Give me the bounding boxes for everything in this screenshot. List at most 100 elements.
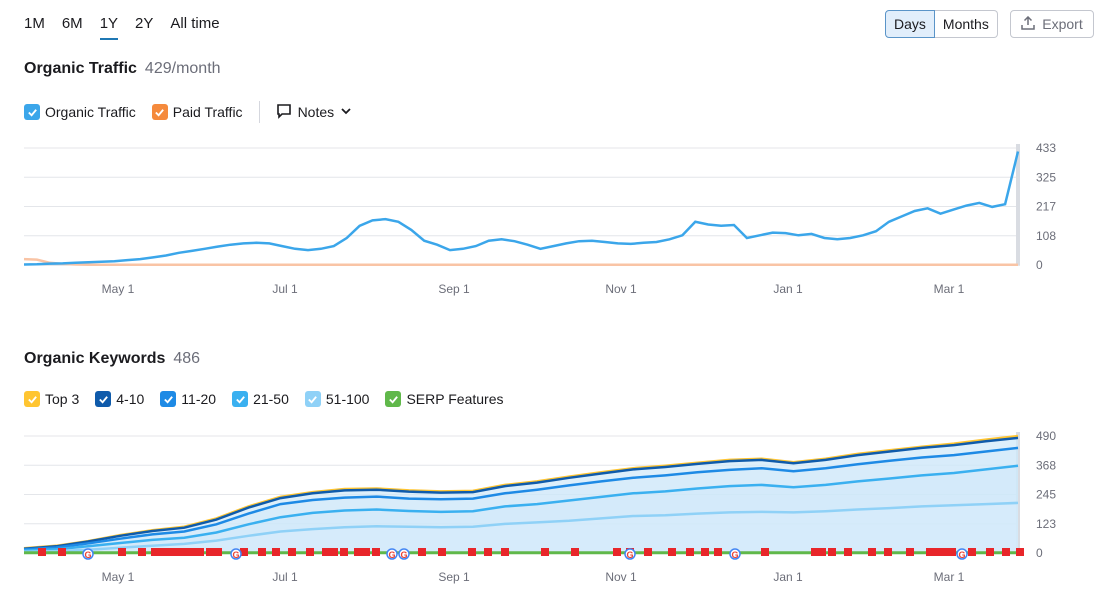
google-update-icon (624, 548, 636, 560)
x-tick-label: Jul 1 (272, 570, 298, 584)
months-toggle-button[interactable]: Months (934, 10, 998, 38)
y-tick-label: 325 (1036, 170, 1056, 184)
checkbox-icon (232, 391, 249, 407)
x-tick-label: May 1 (102, 570, 135, 584)
google-update-icon (82, 548, 94, 560)
event-flag-icon (501, 548, 509, 556)
range-tab-1m[interactable]: 1M (24, 15, 45, 32)
event-flag-icon (868, 548, 876, 556)
event-flag-icon (362, 548, 370, 556)
event-flag-icon (38, 548, 46, 556)
export-label: Export (1042, 16, 1083, 32)
event-flag-icon (926, 548, 934, 556)
organic-traffic-heading: Organic Traffic 429/month (24, 60, 221, 78)
export-button[interactable]: Export (1010, 10, 1094, 38)
legend-21-50[interactable]: 21-50 (232, 391, 289, 407)
event-flag-icon (196, 548, 204, 556)
area-top-3 (24, 436, 1018, 553)
y-tick-label: 108 (1036, 229, 1056, 243)
legend-paid-traffic[interactable]: Paid Traffic (151, 104, 243, 120)
event-flag-icon (1016, 548, 1024, 556)
event-flag-icon (934, 548, 942, 556)
legend-51-100[interactable]: 51-100 (304, 391, 370, 407)
event-flag-icon (714, 548, 722, 556)
google-update-icon (386, 548, 398, 560)
y-tick-label: 368 (1036, 458, 1056, 472)
event-flag-icon (354, 548, 362, 556)
organic-keywords-title: Organic Keywords (24, 350, 166, 367)
area-51-100 (24, 502, 1018, 553)
event-flag-icon (686, 548, 694, 556)
range-tab-2y[interactable]: 2Y (135, 15, 154, 32)
current-date-marker (1016, 144, 1020, 265)
event-flag-icon (468, 548, 476, 556)
google-update-label: G (400, 550, 407, 560)
event-flag-icon (818, 548, 826, 556)
event-flag-icon (668, 548, 676, 556)
event-flag-icon (613, 548, 621, 556)
series-line-21-50 (23, 464, 1019, 552)
y-tick-label: 433 (1036, 141, 1056, 155)
checkbox-icon (95, 391, 112, 407)
event-flag-icon (438, 548, 446, 556)
notes-label: Notes (297, 104, 335, 120)
event-flag-icon (811, 548, 819, 556)
legend-label: Top 3 (45, 391, 80, 407)
notes-dropdown[interactable]: Notes (276, 103, 353, 122)
legend-organic-traffic[interactable]: Organic Traffic (24, 104, 136, 120)
event-flag-icon (761, 548, 769, 556)
event-flag-icon (306, 548, 314, 556)
x-tick-label: Jul 1 (272, 282, 298, 296)
organic-traffic-chart[interactable]: 0 108 217 325 433 May 1 Jul 1 Sep 1 Nov 1 Jan 1 Ma… (0, 140, 1103, 300)
event-flag-icon (322, 548, 330, 556)
event-flag-icon (240, 548, 248, 556)
organic-traffic-value: 429/month (144, 60, 221, 77)
x-tick-label: Sep 1 (438, 570, 470, 584)
event-flag-icon (372, 548, 380, 556)
days-toggle-button[interactable]: Days (885, 10, 935, 38)
legend-serp-features[interactable]: SERP Features (385, 391, 503, 407)
series-line-51-100 (23, 501, 1019, 554)
event-flag-icon (272, 548, 280, 556)
area-21-50 (24, 465, 1018, 553)
legend-label: 51-100 (325, 391, 370, 407)
event-flag-icon (206, 548, 214, 556)
event-flag-icon (118, 548, 126, 556)
google-update-icon (398, 548, 410, 560)
legend-top-3[interactable]: Top 3 (24, 391, 79, 407)
event-flag-icon (330, 548, 338, 556)
series-line-paid-traffic (23, 257, 1018, 266)
google-update-label: G (84, 550, 91, 560)
checkbox-icon (304, 391, 321, 407)
checkbox-icon (151, 104, 168, 120)
legend-11-20[interactable]: 11-20 (160, 391, 216, 407)
event-flag-icon (151, 548, 159, 556)
organic-keywords-value: 486 (173, 350, 201, 367)
event-flag-icon (968, 548, 976, 556)
legend-4-10[interactable]: 4-10 (95, 391, 144, 407)
upload-icon (1021, 15, 1036, 33)
range-tab-all-time[interactable]: All time (170, 15, 220, 32)
event-flag-icon (340, 548, 348, 556)
x-tick-label: Nov 1 (605, 570, 637, 584)
series-line-organic-traffic (23, 151, 1020, 266)
event-flag-icon (541, 548, 549, 556)
organic-keywords-chart[interactable]: 0 123 245 368 490 May 1 Jul 1 Sep 1 Nov 1 Jan 1 Ma… (0, 428, 1103, 588)
event-flag-icon (288, 548, 296, 556)
event-flag-icon (214, 548, 222, 556)
google-update-label: G (958, 550, 965, 560)
legend-label: 4-10 (116, 391, 145, 407)
series-line-4-10 (23, 436, 1019, 550)
range-tab-6m[interactable]: 6M (61, 15, 83, 32)
google-update-label: G (388, 550, 395, 560)
x-tick-label: Sep 1 (438, 282, 470, 296)
range-tab-1y[interactable]: 1Y (99, 12, 119, 40)
x-tick-label: Mar 1 (934, 282, 965, 296)
event-flag-icon (644, 548, 652, 556)
legend-divider (258, 101, 260, 123)
google-update-icon (729, 548, 741, 560)
event-flag-icon (1002, 548, 1010, 556)
y-tick-label: 217 (1036, 200, 1056, 214)
granularity-toggle: Days Months (885, 10, 998, 38)
event-flag-icon (844, 548, 852, 556)
